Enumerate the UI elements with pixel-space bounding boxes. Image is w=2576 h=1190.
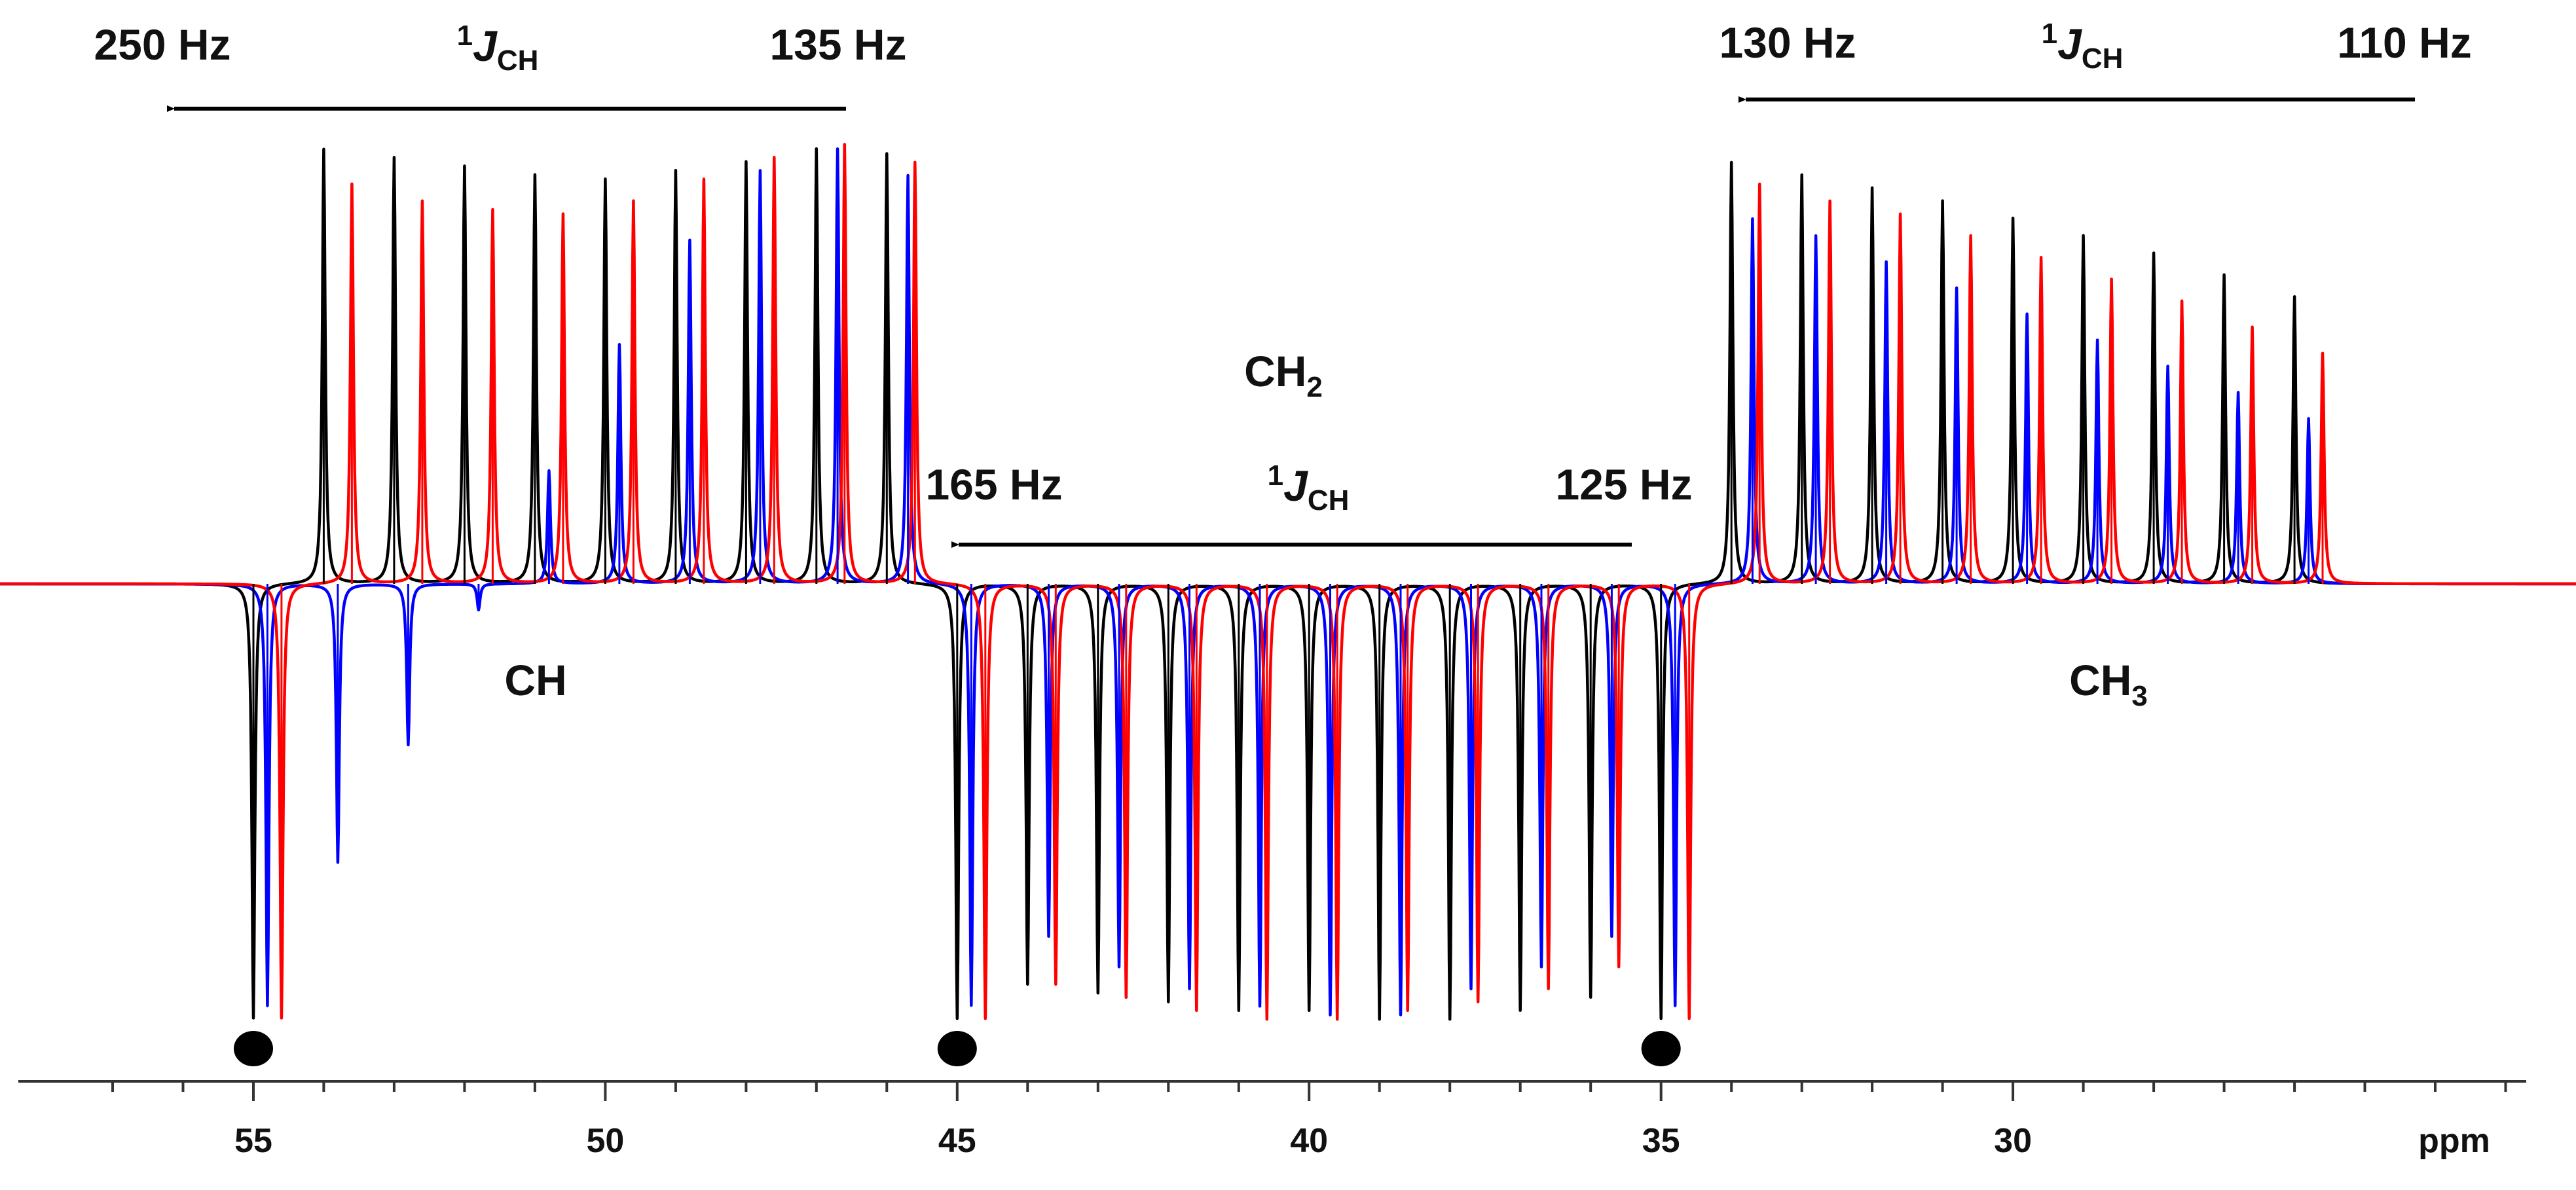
ch-coupling-label: 1JCH <box>457 20 539 77</box>
ch2-group-main: CH <box>1244 347 1306 395</box>
ch2-j-main: J <box>1283 461 1308 510</box>
x-axis-ticks: 55 50 45 40 35 30 <box>111 1081 2507 1160</box>
ch2-j-sup: 1 <box>1268 460 1283 492</box>
ch2-coupling-label: 1JCH <box>1268 460 1350 516</box>
ch3-j-sub: CH <box>2082 43 2124 75</box>
reference-marker-55 <box>234 1031 273 1066</box>
ch3-group-label: CH3 <box>2069 656 2148 712</box>
x-tick-label-45: 45 <box>938 1122 976 1160</box>
ch2-group-sub: 2 <box>1306 371 1322 403</box>
x-tick-label-55: 55 <box>234 1122 272 1160</box>
x-tick-label-30: 30 <box>1994 1122 2032 1160</box>
spectrum-traces <box>0 143 2576 1021</box>
ch2-start-hz: 165 Hz <box>925 460 1062 509</box>
ch3-start-hz: 130 Hz <box>1719 18 1856 67</box>
reference-marker-45 <box>937 1031 977 1066</box>
ch-j-main: J <box>473 22 498 70</box>
ch-end-hz: 135 Hz <box>769 20 906 69</box>
ch3-group-sub: 3 <box>2131 680 2147 712</box>
ch-j-sub: CH <box>497 45 539 77</box>
ch3-end-hz: 110 Hz <box>2337 18 2471 67</box>
x-tick-label-40: 40 <box>1290 1122 1328 1160</box>
ch2-end-hz: 125 Hz <box>1555 460 1692 509</box>
series-red-trace <box>0 143 2576 1021</box>
ch2-j-sub: CH <box>1308 484 1350 516</box>
ch-j-sup: 1 <box>457 20 473 52</box>
ch3-j-sup: 1 <box>2042 18 2057 50</box>
ch-group-label: CH <box>504 656 566 704</box>
reference-markers <box>234 1031 1681 1066</box>
ch3-group-main: CH <box>2069 656 2131 704</box>
reference-marker-35 <box>1641 1031 1681 1066</box>
ch2-group-label: CH2 <box>1244 347 1323 403</box>
x-tick-label-35: 35 <box>1642 1122 1680 1160</box>
ch-start-hz: 250 Hz <box>94 20 230 69</box>
x-tick-label-50: 50 <box>586 1122 624 1160</box>
ch3-j-main: J <box>2057 20 2082 68</box>
ch3-coupling-label: 1JCH <box>2042 18 2124 75</box>
ch3-annotation: 130 Hz 110 Hz 1JCH CH3 <box>1719 18 2471 712</box>
ch2-annotation: CH2 165 Hz 125 Hz 1JCH <box>925 347 1693 548</box>
x-axis-label: ppm <box>2418 1122 2490 1160</box>
peak-marks <box>252 145 2324 1019</box>
ch-annotation: 250 Hz 135 Hz 1JCH CH <box>94 20 906 704</box>
